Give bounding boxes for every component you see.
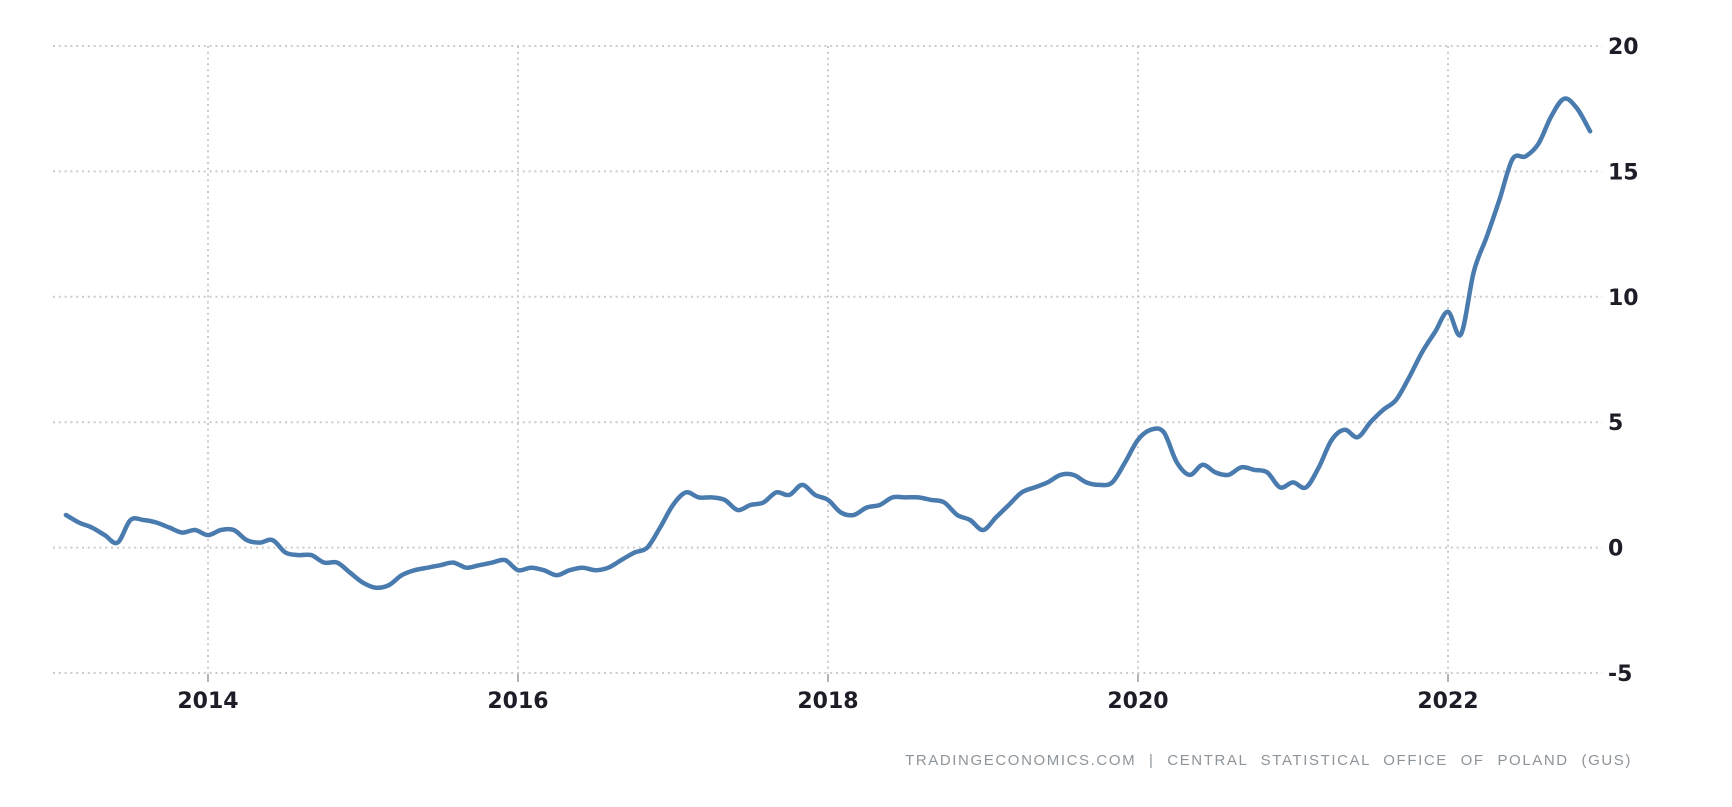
series-line xyxy=(63,96,1593,591)
x-tick-label: 2018 xyxy=(797,689,858,714)
x-tick-label: 2016 xyxy=(487,689,548,714)
x-tick-label: 2020 xyxy=(1107,689,1168,714)
x-axis-labels: 2014 2016 2018 2020 2022 xyxy=(177,689,1478,714)
x-axis-tick-marks xyxy=(207,674,1449,682)
y-tick-label: 0 xyxy=(1608,537,1623,562)
x-tick-label: 2014 xyxy=(177,689,238,714)
y-tick-label: -5 xyxy=(1608,662,1632,687)
y-tick-label: 20 xyxy=(1608,35,1639,60)
y-tick-label: 15 xyxy=(1608,160,1639,185)
chart-attribution: TRADINGECONOMICS.COM | CENTRAL STATISTIC… xyxy=(905,752,1632,769)
y-axis-labels: 20 15 10 5 0 -5 xyxy=(1608,35,1639,687)
x-tick-label: 2022 xyxy=(1417,689,1478,714)
y-tick-label: 5 xyxy=(1608,411,1623,436)
attribution-text: TRADINGECONOMICS.COM | CENTRAL STATISTIC… xyxy=(905,752,1632,769)
y-tick-label: 10 xyxy=(1608,286,1639,311)
